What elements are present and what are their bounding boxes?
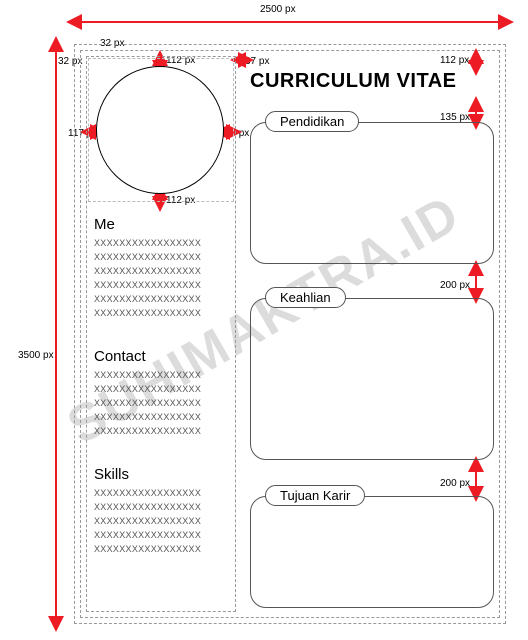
section-heading-contact: Contact — [94, 348, 146, 365]
panel-pendidikan: Pendidikan — [250, 122, 494, 264]
placeholder-contact: XXXXXXXXXXXXXXXXXXXXXXXXXXXXXXXXXXXXXXXX… — [94, 368, 201, 438]
section-heading-me: Me — [94, 216, 115, 233]
section-heading-skills: Skills — [94, 466, 129, 483]
cv-title: CURRICULUM VITAE — [250, 70, 500, 93]
panel-label-tujuan-karir: Tujuan Karir — [265, 485, 365, 506]
panel-label-pendidikan: Pendidikan — [265, 111, 359, 132]
photo-circle — [96, 66, 224, 194]
placeholder-skills: XXXXXXXXXXXXXXXXXXXXXXXXXXXXXXXXXXXXXXXX… — [94, 486, 201, 556]
panel-tujuan-karir: Tujuan Karir — [250, 496, 494, 608]
panel-label-keahlian: Keahlian — [265, 287, 346, 308]
placeholder-me: XXXXXXXXXXXXXXXXXXXXXXXXXXXXXXXXXXXXXXXX… — [94, 236, 201, 320]
panel-keahlian: Keahlian — [250, 298, 494, 460]
